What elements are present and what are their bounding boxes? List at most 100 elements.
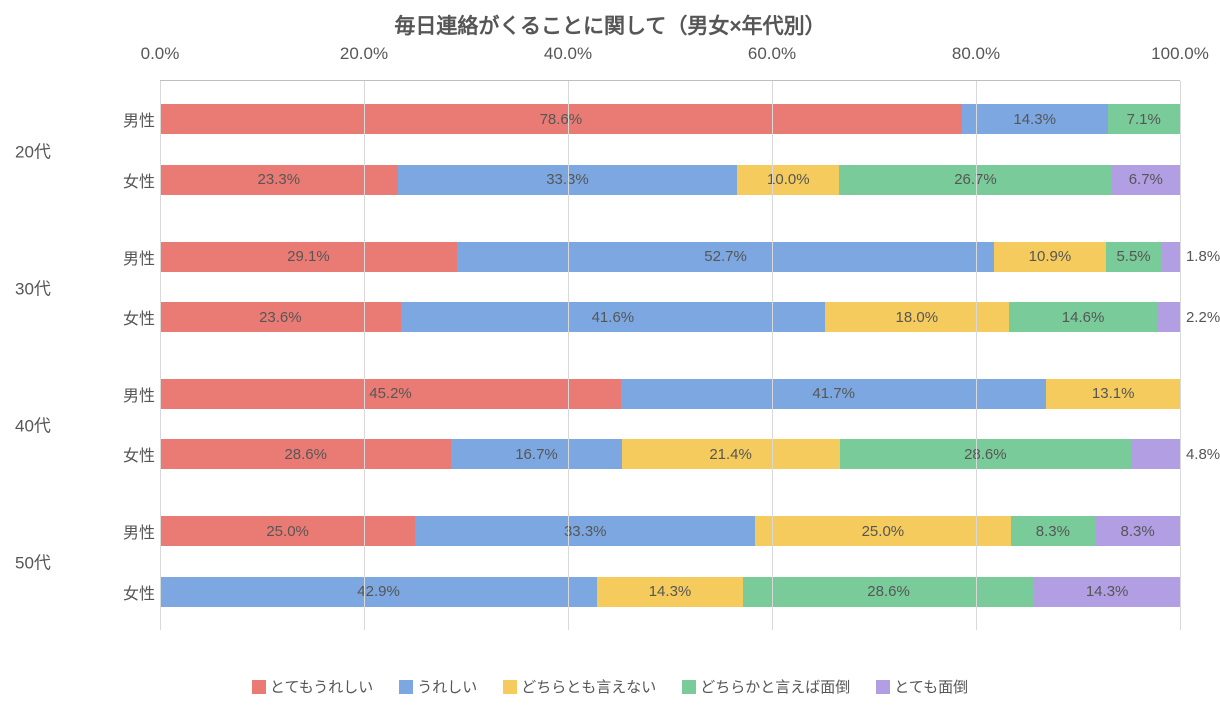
legend-item: とても面倒 — [876, 676, 968, 697]
x-tick: 60.0% — [748, 44, 796, 64]
bar-segment: 13.1% — [1046, 379, 1180, 409]
segment-value: 23.3% — [258, 171, 301, 188]
segment-value: 6.7% — [1129, 171, 1163, 188]
segment-value: 10.9% — [1029, 248, 1072, 265]
row-label: 女性 — [105, 442, 155, 466]
age-group: 30代男性29.1%52.7%10.9%5.5%1.8%女性23.6%41.6%… — [160, 218, 1180, 355]
chart-area: 0.0%20.0%40.0%60.0%80.0%100.0% 20代男性78.6… — [70, 40, 1190, 640]
legend-item: とてもうれしい — [252, 676, 373, 697]
x-axis: 0.0%20.0%40.0%60.0%80.0%100.0% — [160, 40, 1180, 80]
bar-segment: 29.1% — [160, 242, 457, 272]
bar-segment: 2.2% — [1158, 302, 1180, 332]
gridline — [772, 81, 773, 630]
stacked-bar: 78.6% 14.3% 7.1% — [160, 104, 1180, 134]
bar-row: 女性42.9%14.3%28.6%14.3% — [160, 575, 1180, 609]
segment-value: 29.1% — [287, 248, 330, 265]
segment-value: 14.6% — [1062, 309, 1105, 326]
segment-value: 18.0% — [896, 309, 939, 326]
bar-segment: 25.0% — [755, 516, 1010, 546]
bar-segment: 78.6% — [160, 104, 962, 134]
bar-row: 女性28.6%16.7%21.4%28.6%4.8% — [160, 437, 1180, 471]
segment-value-external: 4.8% — [1180, 446, 1220, 463]
segment-value: 28.6% — [867, 583, 910, 600]
row-label: 女性 — [105, 305, 155, 329]
segment-value: 14.3% — [1013, 111, 1056, 128]
gridline — [976, 81, 977, 630]
segment-value: 13.1% — [1092, 385, 1135, 402]
bar-segment: 23.3% — [160, 165, 398, 195]
row-label: 男性 — [105, 382, 155, 406]
bar-row: 男性78.6%14.3%7.1% — [160, 102, 1180, 136]
legend-label: うれしい — [417, 676, 477, 697]
legend-label: とてもうれしい — [270, 676, 373, 697]
bar-segment: 16.7% — [451, 439, 621, 469]
bar-segment: 14.3% — [597, 577, 743, 607]
stacked-bar: 25.0%33.3%25.0%8.3%8.3% — [160, 516, 1180, 546]
segment-value: 10.0% — [767, 171, 810, 188]
stacked-bar: 45.2% 41.7% 13.1% — [160, 379, 1180, 409]
age-group-label: 50代 — [15, 549, 70, 574]
bar-segment: 10.9% — [994, 242, 1105, 272]
legend: とてもうれしいうれしいどちらとも言えないどちらかと言えば面倒とても面倒 — [0, 676, 1220, 697]
segment-value: 45.2% — [369, 385, 412, 402]
gridline — [1180, 81, 1181, 630]
x-tick: 20.0% — [340, 44, 388, 64]
legend-label: どちらかと言えば面倒 — [700, 676, 850, 697]
segment-value: 28.6% — [284, 446, 327, 463]
row-label: 女性 — [105, 168, 155, 192]
bar-segment: 41.6% — [401, 302, 825, 332]
age-group: 50代男性25.0%33.3%25.0%8.3%8.3%女性42.9%14.3%… — [160, 493, 1180, 630]
x-tick: 0.0% — [141, 44, 180, 64]
bar-segment: 45.2% — [160, 379, 621, 409]
segment-value: 8.3% — [1036, 523, 1070, 540]
bar-segment: 33.3% — [415, 516, 755, 546]
legend-item: うれしい — [399, 676, 477, 697]
bar-segment: 18.0% — [825, 302, 1009, 332]
segment-value: 33.3% — [564, 523, 607, 540]
bar-segment: 8.3% — [1011, 516, 1096, 546]
row-label: 女性 — [105, 580, 155, 604]
legend-swatch — [252, 680, 266, 694]
segment-value: 7.1% — [1127, 111, 1161, 128]
segment-value: 78.6% — [540, 111, 583, 128]
bar-segment: 14.3% — [962, 104, 1108, 134]
bar-segment: 14.6% — [1009, 302, 1158, 332]
bar-segment: 1.8% — [1162, 242, 1180, 272]
bar-segment: 4.8% — [1131, 439, 1180, 469]
legend-label: とても面倒 — [894, 676, 968, 697]
bar-segment: 28.6% — [160, 439, 451, 469]
x-tick: 40.0% — [544, 44, 592, 64]
bar-segment: 41.7% — [621, 379, 1046, 409]
segment-value-external: 1.8% — [1180, 248, 1220, 265]
age-group: 20代男性78.6%14.3%7.1%女性23.3%33.3%10.0%26.7… — [160, 81, 1180, 218]
row-label: 男性 — [105, 519, 155, 543]
segment-value: 16.7% — [515, 446, 558, 463]
bar-segment: 28.6% — [840, 439, 1131, 469]
age-group: 40代男性45.2%41.7%13.1%女性28.6%16.7%21.4%28.… — [160, 356, 1180, 493]
legend-swatch — [399, 680, 413, 694]
bar-segment: 21.4% — [622, 439, 840, 469]
bar-row: 男性29.1%52.7%10.9%5.5%1.8% — [160, 240, 1180, 274]
bar-segment: 8.3% — [1095, 516, 1180, 546]
segment-value: 21.4% — [709, 446, 752, 463]
segment-value: 52.7% — [704, 248, 747, 265]
chart-title: 毎日連絡がくることに関して（男女×年代別） — [0, 0, 1220, 40]
segment-value: 8.3% — [1121, 523, 1155, 540]
segment-value: 23.6% — [259, 309, 302, 326]
bar-segment: 14.3% — [1034, 577, 1180, 607]
bar-row: 女性23.6%41.6%18.0%14.6%2.2% — [160, 300, 1180, 334]
gridline — [160, 81, 161, 630]
stacked-bar: 28.6%16.7%21.4%28.6%4.8% — [160, 439, 1180, 469]
bar-row: 女性23.3%33.3%10.0%26.7%6.7% — [160, 163, 1180, 197]
stacked-bar: 23.3%33.3%10.0%26.7%6.7% — [160, 165, 1180, 195]
legend-swatch — [876, 680, 890, 694]
bar-segment: 7.1% — [1108, 104, 1180, 134]
stacked-bar: 42.9%14.3%28.6%14.3% — [160, 577, 1180, 607]
bar-rows-container: 20代男性78.6%14.3%7.1%女性23.3%33.3%10.0%26.7… — [160, 81, 1180, 630]
legend-swatch — [682, 680, 696, 694]
segment-value-external: 2.2% — [1180, 309, 1220, 326]
bar-segment: 10.0% — [737, 165, 839, 195]
plot-area: 20代男性78.6%14.3%7.1%女性23.3%33.3%10.0%26.7… — [160, 80, 1180, 630]
bar-row: 男性45.2%41.7%13.1% — [160, 377, 1180, 411]
row-label: 男性 — [105, 245, 155, 269]
